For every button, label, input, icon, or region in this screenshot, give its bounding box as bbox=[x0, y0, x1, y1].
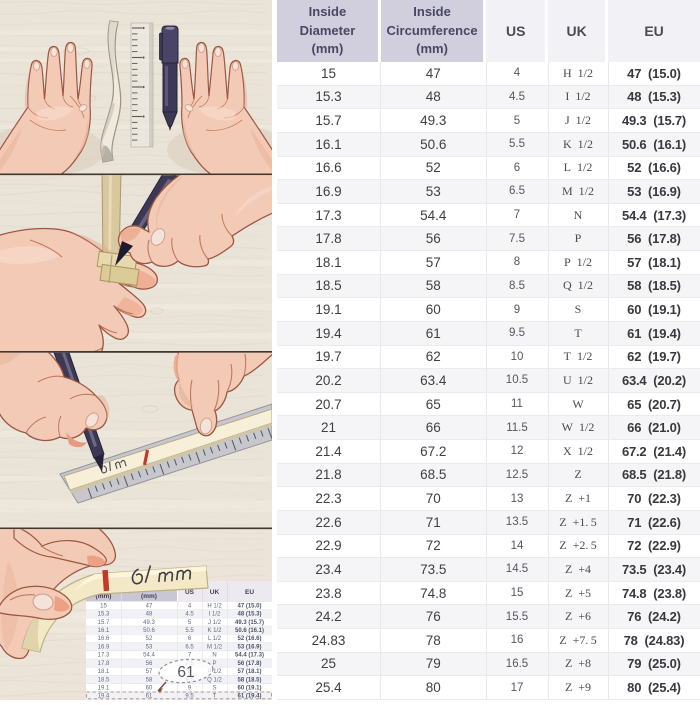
svg-text:54.4: 54.4 bbox=[143, 653, 155, 659]
svg-text:L 1/2: L 1/2 bbox=[208, 636, 222, 642]
svg-text:6.5: 6.5 bbox=[185, 644, 194, 650]
svg-text:17.8: 17.8 bbox=[98, 661, 110, 667]
svg-text:J 1/2: J 1/2 bbox=[208, 620, 222, 626]
svg-text:7: 7 bbox=[188, 653, 192, 659]
svg-text:57: 57 bbox=[146, 669, 153, 675]
svg-text:N: N bbox=[212, 653, 216, 659]
svg-text:53: 53 bbox=[146, 644, 153, 650]
svg-text:56 (17.8): 56 (17.8) bbox=[237, 661, 261, 667]
svg-text:19.4: 19.4 bbox=[98, 694, 110, 700]
svg-text:T: T bbox=[213, 694, 217, 700]
svg-text:61 (19.4): 61 (19.4) bbox=[237, 694, 261, 700]
svg-text:16.9: 16.9 bbox=[98, 644, 110, 650]
svg-text:Q 1/2: Q 1/2 bbox=[207, 677, 222, 683]
svg-text:52: 52 bbox=[146, 636, 153, 642]
svg-text:K 1/2: K 1/2 bbox=[207, 628, 222, 634]
svg-text:60: 60 bbox=[146, 685, 153, 691]
svg-text:47: 47 bbox=[146, 603, 153, 609]
svg-text:(mm): (mm) bbox=[141, 593, 157, 600]
svg-text:(mm): (mm) bbox=[96, 593, 112, 600]
svg-text:18.5: 18.5 bbox=[98, 677, 110, 683]
svg-text:54.4 (17.3): 54.4 (17.3) bbox=[235, 653, 264, 659]
svg-text:48 (15.3): 48 (15.3) bbox=[237, 612, 261, 618]
svg-text:9: 9 bbox=[188, 685, 192, 691]
svg-text:53 (16.9): 53 (16.9) bbox=[237, 644, 261, 650]
svg-text:60 (19.1): 60 (19.1) bbox=[237, 685, 261, 691]
svg-text:57 (18.1): 57 (18.1) bbox=[237, 669, 261, 675]
svg-text:5.5: 5.5 bbox=[185, 628, 194, 634]
svg-text:17.3: 17.3 bbox=[98, 653, 110, 659]
svg-text:9.5: 9.5 bbox=[185, 694, 194, 700]
svg-text:US: US bbox=[185, 589, 195, 596]
svg-text:50.6: 50.6 bbox=[143, 628, 155, 634]
svg-text:I 1/2: I 1/2 bbox=[209, 612, 221, 618]
svg-text:P: P bbox=[212, 661, 216, 667]
svg-text:6: 6 bbox=[188, 636, 192, 642]
svg-text:4: 4 bbox=[188, 603, 192, 609]
svg-text:15.3: 15.3 bbox=[98, 612, 110, 618]
svg-text:H 1/2: H 1/2 bbox=[207, 603, 222, 609]
svg-text:EU: EU bbox=[245, 589, 254, 596]
svg-text:50.6 (16.1): 50.6 (16.1) bbox=[235, 628, 264, 634]
svg-text:56: 56 bbox=[146, 661, 153, 667]
svg-text:15: 15 bbox=[100, 603, 107, 609]
svg-text:4.5: 4.5 bbox=[185, 612, 194, 618]
svg-text:P 1/2: P 1/2 bbox=[208, 669, 223, 675]
svg-text:S: S bbox=[212, 685, 216, 691]
svg-text:49.3: 49.3 bbox=[143, 620, 155, 626]
svg-text:52 (16.6): 52 (16.6) bbox=[237, 636, 261, 642]
svg-text:18.1: 18.1 bbox=[98, 669, 110, 675]
svg-text:61: 61 bbox=[177, 664, 194, 681]
svg-text:61: 61 bbox=[146, 694, 153, 700]
svg-text:49.3 (15.7): 49.3 (15.7) bbox=[235, 620, 264, 626]
svg-text:UK: UK bbox=[210, 589, 220, 596]
svg-text:58 (18.5): 58 (18.5) bbox=[237, 677, 261, 683]
svg-text:19.1: 19.1 bbox=[98, 685, 110, 691]
svg-text:15.7: 15.7 bbox=[98, 620, 110, 626]
svg-text:5: 5 bbox=[188, 620, 192, 626]
svg-text:M 1/2: M 1/2 bbox=[207, 644, 223, 650]
svg-text:47 (15.0): 47 (15.0) bbox=[237, 603, 261, 609]
svg-text:48: 48 bbox=[146, 612, 153, 618]
svg-text:16.1: 16.1 bbox=[98, 628, 110, 634]
svg-text:58: 58 bbox=[146, 677, 153, 683]
svg-text:16.6: 16.6 bbox=[98, 636, 110, 642]
